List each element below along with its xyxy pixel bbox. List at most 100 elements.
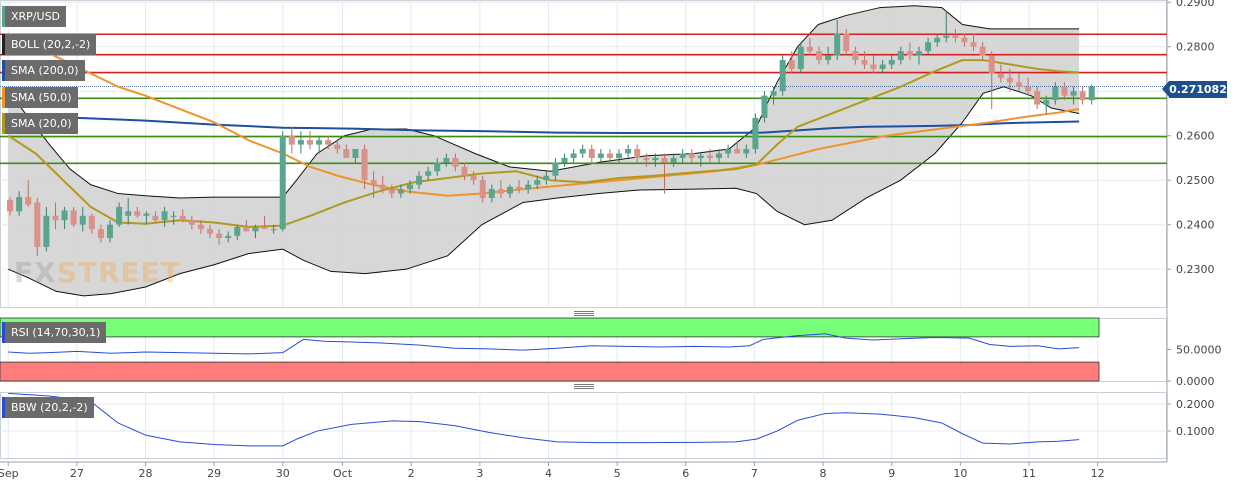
candle-down [961,37,968,43]
legend-symbol-label: XRP/USD [11,10,61,23]
legend-boll[interactable]: BOLL (20,2,-2) [2,34,97,55]
candle-up [443,157,450,163]
panel-splitter-rsi[interactable] [574,311,594,316]
panel-splitter-bbw[interactable] [574,384,594,389]
fxstreet-watermark: FXSTREET [14,256,181,289]
candle-down [461,166,468,176]
x-tick-label: 4 [545,467,552,480]
legend-rsi[interactable]: RSI (14,70,30,1) [2,322,107,343]
candle-down [643,157,650,161]
candle-up [916,51,923,56]
candle-up [161,211,168,221]
x-tick-label: 9 [888,467,895,480]
candle-down [1034,91,1041,105]
x-tick-label: 28 [139,467,153,480]
candle-down [25,197,32,205]
symbol-swatch [2,6,5,27]
candle-up [406,184,413,190]
candle-down [1079,91,1086,101]
candle-down [306,140,313,145]
candle-up [697,155,704,158]
boll-swatch [2,34,5,55]
rsi-tick-label: 0.0000 [1176,375,1215,388]
candle-up [1052,86,1059,101]
candle-down [1006,77,1013,83]
x-tick-label: 12 [1091,467,1105,480]
rsi-swatch [2,322,5,343]
legend-sma20-label: SMA (20,0) [11,117,72,130]
x-tick-label: 7 [751,467,758,480]
candle-down [852,51,859,61]
candle-up [16,197,23,212]
y-tick-label: 0.2400 [1176,219,1215,232]
candle-up [107,224,114,239]
candle-down [216,233,223,239]
bbw-tick-label: 0.2000 [1176,398,1215,411]
candle-down [734,149,741,154]
candle-up [934,37,941,43]
rsi-oversold-zone [0,361,1100,382]
legend-sma200[interactable]: SMA (200,0) [2,60,85,81]
legend-symbol[interactable]: XRP/USD [2,6,67,27]
sma50-swatch [2,87,5,108]
candle-up [670,157,677,163]
candle-down [379,184,386,190]
axes: Sep 27 28 29 30 Oct 2 3 4 5 6 7 8 9 10 11 12 0.2900 0.2800… [0,0,1222,480]
candle-up [488,189,495,198]
candle-down [207,229,214,234]
x-tick-label: 10 [953,467,967,480]
candle-down [97,229,104,239]
candle-up [597,153,604,158]
candle-up [752,117,759,150]
x-tick-label: 27 [70,467,84,480]
x-tick-label: 6 [682,467,689,480]
candle-down [988,55,995,74]
candle-down [688,153,695,158]
candle-up [234,226,241,236]
rsi-line [8,333,1080,355]
candle-up [779,60,786,92]
candle-up [143,213,150,216]
candle-up [79,215,86,225]
legend-boll-label: BOLL (20,2,-2) [11,38,91,51]
candle-down [7,199,14,212]
panel-border [0,392,1167,459]
y-tick-label: 0.2300 [1176,263,1215,276]
legend-sma200-label: SMA (200,0) [11,64,79,77]
candle-up [797,46,804,69]
x-tick-label: 2 [408,467,415,480]
candle-up [1088,86,1095,101]
sma200-line [8,114,1080,135]
sma200-swatch [2,60,5,81]
bbw-line [8,392,1080,447]
candle-down [516,186,523,190]
candle-down [606,153,613,158]
candle-up [570,153,577,158]
candle-down [1061,86,1068,96]
current-price-tag: 0.271082 [1162,81,1227,98]
legend-sma50[interactable]: SMA (50,0) [2,87,78,108]
legend-sma20[interactable]: SMA (20,0) [2,113,78,134]
candle-up [416,175,423,185]
candle-down [325,140,332,145]
candle-up [943,35,950,38]
x-tick-label: 11 [1022,467,1036,480]
candle-up [434,162,441,172]
candle-down [788,60,795,69]
rsi-panel [0,317,1100,382]
candle-down [870,64,877,69]
candle-up [1070,91,1077,96]
y-tick-label: 0.2600 [1176,130,1215,143]
candle-up [425,171,432,176]
candle-down [88,215,95,230]
candle-down [179,215,186,221]
candle-down [52,215,59,221]
candle-up [279,135,286,230]
candle-up [625,149,632,154]
x-tick-label: 29 [207,467,221,480]
legend-bbw[interactable]: BBW (20,2,-2) [2,397,94,418]
y-tick-label: 0.2500 [1176,174,1215,187]
candle-down [816,51,823,61]
candle-down [188,220,195,225]
